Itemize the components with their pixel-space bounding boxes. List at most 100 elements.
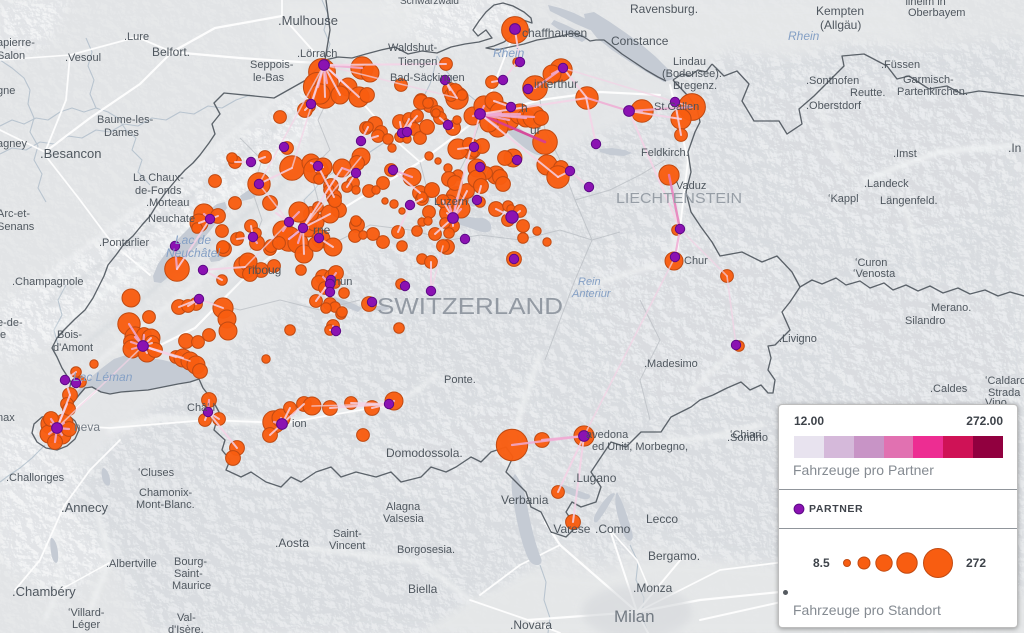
svg-text:(Bodensee).: (Bodensee).: [662, 68, 722, 80]
svg-text:Constance: Constance: [611, 34, 669, 48]
svg-text:Seppois-: Seppois-: [250, 59, 294, 71]
svg-text:d'Isère.: d'Isère.: [168, 624, 204, 633]
svg-text:le-Bas: le-Bas: [253, 72, 285, 84]
svg-text:Schwarzwald: Schwarzwald: [400, 0, 459, 7]
svg-text:ed Uniti, Morbegno,: ed Uniti, Morbegno,: [592, 441, 688, 453]
svg-text:Garmisch-: Garmisch-: [903, 74, 954, 86]
svg-text:Chur: Chur: [684, 255, 708, 267]
svg-text:Anteriur: Anteriur: [571, 288, 612, 300]
svg-text:Lindau: Lindau: [673, 56, 706, 68]
svg-text:Vaduz: Vaduz: [676, 180, 706, 192]
svg-text:rne: rne: [313, 223, 331, 237]
svg-text:te: te: [0, 329, 6, 341]
svg-text:.Landeck: .Landeck: [864, 178, 909, 190]
svg-text:d'Amont: d'Amont: [53, 342, 93, 354]
svg-text:Bois-: Bois-: [57, 329, 82, 341]
svg-text:.Vesoul: .Vesoul: [65, 52, 101, 64]
svg-text:Strada d: Strada d: [988, 387, 1024, 399]
svg-text:e-de-: e-de-: [0, 317, 23, 329]
svg-text:Luzern: Luzern: [434, 196, 468, 208]
svg-text:Kempten: Kempten: [816, 4, 864, 18]
svg-text:Bergamo.: Bergamo.: [648, 549, 700, 563]
svg-text:Rein: Rein: [578, 276, 601, 288]
svg-text:Mont-Blanc.: Mont-Blanc.: [136, 499, 195, 511]
svg-text:apierre-: apierre-: [0, 37, 35, 49]
svg-text:Léger: Léger: [72, 619, 100, 631]
svg-text:Vincent: Vincent: [329, 540, 366, 552]
svg-text:chaffhausen: chaffhausen: [522, 26, 587, 40]
svg-text:hun: hun: [334, 276, 352, 288]
svg-text:ʻCaldaro: ʻCaldaro: [985, 375, 1024, 387]
svg-text:ʻCluses: ʻCluses: [138, 467, 175, 479]
svg-text:Feldkirch.: Feldkirch.: [641, 147, 689, 159]
svg-text:Belfort.: Belfort.: [152, 45, 190, 59]
svg-text:Baume-les-: Baume-les-: [97, 114, 154, 126]
svg-text:Borgosesia.: Borgosesia.: [397, 544, 455, 556]
svg-text:.Monza: .Monza: [633, 581, 673, 595]
svg-text:.Füssen: .Füssen: [881, 59, 920, 71]
svg-text:Milan: Milan: [614, 607, 655, 626]
svg-text:Neuchate: Neuchate: [148, 213, 195, 225]
svg-text:Bregenz.: Bregenz.: [673, 80, 717, 92]
svg-text:agney: agney: [0, 138, 27, 150]
svg-text:Silandro: Silandro: [905, 315, 945, 327]
svg-text:.Sondrio: .Sondrio: [727, 432, 768, 444]
svg-text:Merano.: Merano.: [931, 302, 971, 314]
svg-text:.Mulhouse: .Mulhouse: [278, 13, 338, 28]
svg-text:Waldshut-: Waldshut-: [388, 42, 437, 54]
svg-text:Domodossola.: Domodossola.: [386, 446, 463, 460]
svg-text:Ponte.: Ponte.: [444, 374, 476, 386]
svg-text:ʻKappl: ʻKappl: [828, 193, 859, 205]
svg-text:.Annecy: .Annecy: [61, 500, 108, 515]
svg-text:.Lure: .Lure: [124, 31, 149, 43]
svg-text:de-Fonds: de-Fonds: [135, 185, 182, 197]
svg-text:Tiengen: Tiengen: [398, 56, 437, 68]
svg-text:Lac Léman: Lac Léman: [73, 370, 133, 384]
svg-text:.Aosta: .Aosta: [275, 536, 309, 550]
svg-text:Verbania: Verbania: [501, 493, 549, 507]
svg-text:ion: ion: [292, 418, 307, 430]
svg-text:Valsesia: Valsesia: [383, 513, 425, 525]
svg-text:Lac de: Lac de: [175, 233, 211, 247]
svg-text:ʻCuron: ʻCuron: [855, 257, 887, 269]
svg-text:interthur: interthur: [534, 77, 578, 91]
svg-text:Rhein: Rhein: [493, 46, 525, 60]
svg-text:ʻVenosta: ʻVenosta: [853, 268, 896, 280]
svg-text:Saint-: Saint-: [174, 568, 203, 580]
svg-text:Chamonix-: Chamonix-: [139, 487, 193, 499]
svg-text:Arc-et-: Arc-et-: [0, 208, 30, 220]
svg-text:avedona: avedona: [586, 429, 629, 441]
svg-text:Saint-: Saint-: [333, 528, 362, 540]
svg-text:.Challonges: .Challonges: [6, 472, 65, 484]
svg-text:.Besancon: .Besancon: [40, 146, 101, 161]
svg-text:.Varese: .Varese: [550, 522, 591, 536]
svg-text:ʻVillard-: ʻVillard-: [68, 607, 105, 619]
svg-text:.Lugano: .Lugano: [573, 471, 617, 485]
svg-text:SWITZERLAND: SWITZERLAND: [377, 293, 563, 319]
svg-text:Reutte.: Reutte.: [850, 87, 885, 99]
svg-text:h: h: [521, 101, 528, 115]
svg-text:neva: neva: [74, 420, 100, 434]
svg-text:nax: nax: [0, 412, 15, 424]
svg-text:(Allgäu): (Allgäu): [820, 18, 861, 32]
svg-text:Lecco: Lecco: [646, 512, 678, 526]
svg-text:.Como: .Como: [595, 522, 631, 536]
svg-text:.Caldes: .Caldes: [930, 383, 968, 395]
svg-text:Neuchâtel: Neuchâtel: [166, 246, 220, 260]
svg-text:.Oberstdorf: .Oberstdorf: [806, 100, 862, 112]
svg-text:Längenfeld.: Längenfeld.: [880, 195, 938, 207]
svg-text:.Sonthofen: .Sonthofen: [806, 75, 859, 87]
svg-text:.Madesimo: .Madesimo: [644, 358, 698, 370]
svg-text:Salon: Salon: [0, 50, 25, 62]
svg-text:Bad-Säckingen: Bad-Säckingen: [390, 72, 465, 84]
svg-text:Alagna: Alagna: [386, 501, 421, 513]
svg-text:Rhein: Rhein: [788, 29, 820, 43]
svg-text:.In: .In: [1008, 141, 1021, 155]
svg-text:ʻChiari: ʻChiari: [730, 429, 761, 441]
svg-text:Biella: Biella: [408, 582, 438, 596]
svg-text:St.Gallen: St.Gallen: [654, 101, 699, 113]
svg-text:.Albertville: .Albertville: [106, 558, 157, 570]
svg-text:Senans: Senans: [0, 221, 35, 233]
svg-text:La Chaux-: La Chaux-: [133, 172, 184, 184]
svg-text:Partenkirchen.: Partenkirchen.: [897, 86, 968, 98]
